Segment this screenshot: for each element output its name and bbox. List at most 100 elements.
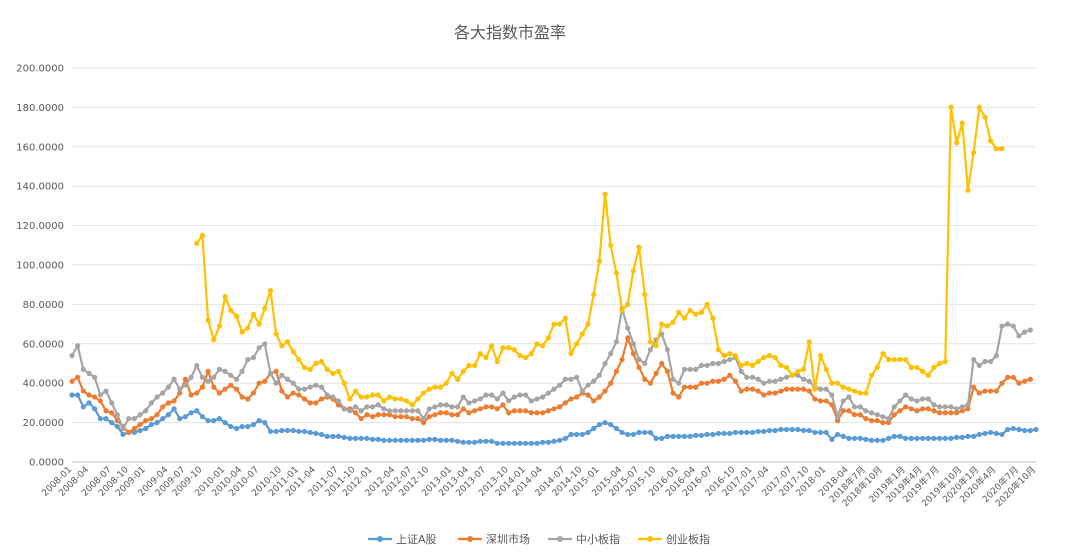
data-point [591, 291, 597, 298]
data-point [914, 408, 920, 414]
data-point [902, 392, 909, 398]
data-point [301, 428, 308, 435]
data-point [1005, 426, 1011, 433]
data-point [591, 425, 597, 432]
data-point [415, 396, 421, 402]
data-point [1016, 333, 1022, 339]
data-point [664, 347, 671, 353]
data-point [1010, 323, 1016, 329]
data-point [69, 392, 75, 398]
y-tick-label: 60.0000 [23, 339, 64, 350]
data-point [137, 421, 143, 428]
data-point [483, 438, 489, 444]
data-point [460, 394, 466, 400]
legend-swatch-marker [647, 536, 653, 542]
data-point [908, 364, 914, 371]
data-point [103, 416, 109, 422]
data-point [494, 406, 500, 412]
data-point [931, 364, 937, 371]
y-tick-label: 160.0000 [16, 142, 64, 153]
legend-swatch-marker [467, 536, 473, 542]
data-point [114, 412, 120, 418]
gridlines [72, 67, 1036, 463]
legend-label: 深圳市场 [486, 532, 530, 546]
legend-item: 深圳市场 [458, 532, 530, 546]
data-point [443, 402, 449, 408]
data-point [954, 434, 960, 440]
data-point [591, 378, 597, 384]
data-point [352, 410, 359, 416]
data-point [534, 410, 540, 416]
data-point [988, 429, 994, 436]
data-point [500, 440, 506, 446]
data-point [732, 353, 739, 359]
data-point [358, 416, 364, 422]
data-point [897, 356, 903, 363]
legend: 上证A股 深圳市场 中小板指 创业板指 [368, 532, 710, 546]
data-point [455, 412, 461, 418]
data-point [636, 244, 642, 250]
data-point [1022, 378, 1028, 384]
data-point [608, 351, 614, 357]
data-point [863, 390, 869, 396]
data-point [205, 418, 211, 424]
data-point [851, 404, 858, 410]
data-point [613, 425, 619, 432]
data-point [738, 429, 744, 436]
data-point [460, 439, 466, 445]
data-point [540, 343, 546, 349]
data-point [727, 351, 733, 357]
data-point [840, 408, 846, 414]
data-point [245, 325, 251, 331]
data-point [999, 431, 1005, 438]
data-point [279, 388, 285, 394]
data-point [993, 430, 999, 437]
data-point [846, 435, 852, 441]
data-point [381, 406, 387, 412]
data-point [222, 293, 228, 300]
data-point [489, 404, 495, 410]
data-point [902, 435, 909, 441]
data-point [608, 421, 614, 428]
data-point [211, 418, 217, 424]
data-point [840, 433, 846, 439]
data-point [455, 404, 461, 410]
data-point [823, 429, 829, 436]
data-point [755, 376, 761, 382]
data-point [681, 384, 688, 390]
data-point [455, 438, 461, 444]
data-point [630, 268, 636, 274]
data-point [857, 390, 863, 396]
data-point [165, 400, 171, 406]
data-point [948, 410, 954, 416]
data-point [540, 410, 546, 416]
data-point [982, 430, 988, 437]
data-point [477, 351, 483, 357]
data-point [126, 416, 132, 422]
data-point [120, 425, 126, 432]
data-point [676, 433, 682, 439]
data-point [840, 384, 846, 390]
data-point [307, 400, 313, 406]
data-point [863, 408, 869, 414]
data-point [211, 374, 217, 380]
data-point [182, 414, 189, 420]
data-point [449, 412, 455, 418]
data-point [222, 368, 228, 374]
data-point [891, 404, 897, 410]
data-point [942, 435, 948, 441]
data-point [511, 394, 517, 400]
data-point [511, 440, 517, 446]
data-point [239, 394, 245, 400]
data-point [148, 416, 154, 422]
data-point [653, 343, 659, 349]
data-point [250, 354, 257, 361]
data-point [721, 376, 727, 382]
data-point [880, 414, 886, 420]
data-point [528, 440, 534, 446]
data-point [194, 408, 200, 414]
data-point [687, 366, 693, 373]
data-point [1027, 427, 1033, 434]
legend-label: 创业板指 [666, 532, 710, 546]
